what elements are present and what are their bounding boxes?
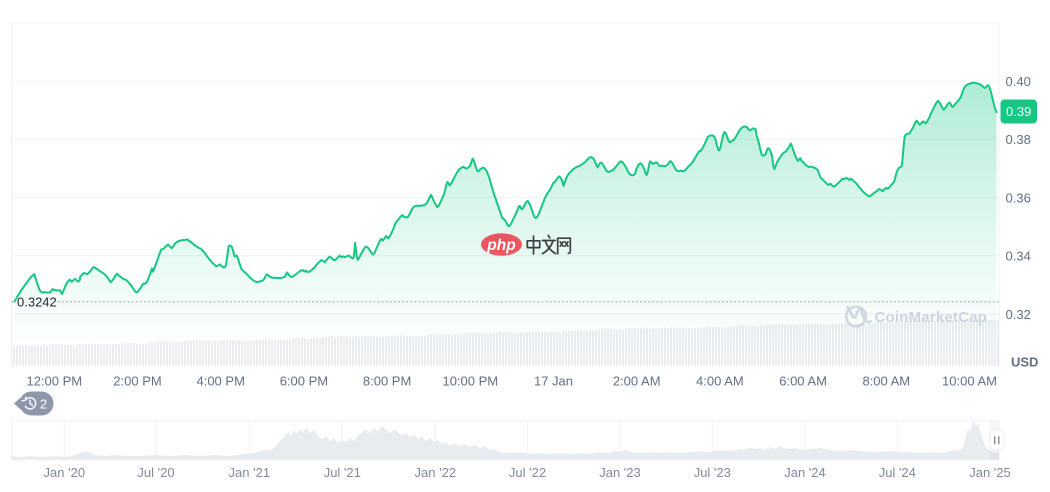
svg-text:10:00 AM: 10:00 AM (942, 374, 997, 389)
svg-text:17 Jan: 17 Jan (534, 374, 573, 389)
svg-text:0.34: 0.34 (1006, 249, 1031, 264)
svg-text:2:00 PM: 2:00 PM (113, 374, 161, 389)
svg-text:Jul '24: Jul '24 (879, 465, 916, 480)
svg-text:0.32: 0.32 (1006, 307, 1031, 322)
svg-text:Jul '20: Jul '20 (137, 465, 174, 480)
svg-text:2:00 AM: 2:00 AM (613, 374, 661, 389)
svg-text:0.40: 0.40 (1006, 74, 1031, 89)
svg-text:php: php (486, 237, 515, 254)
svg-text:8:00 AM: 8:00 AM (862, 374, 910, 389)
svg-text:Jul '22: Jul '22 (509, 465, 546, 480)
svg-text:6:00 PM: 6:00 PM (280, 374, 328, 389)
svg-text:0.36: 0.36 (1006, 190, 1031, 205)
svg-text:12:00 PM: 12:00 PM (26, 374, 82, 389)
svg-text:10:00 PM: 10:00 PM (442, 374, 498, 389)
svg-text:Jan '21: Jan '21 (229, 465, 271, 480)
svg-text:0.39: 0.39 (1006, 104, 1031, 119)
svg-text:Jan '24: Jan '24 (784, 465, 826, 480)
svg-text:CoinMarketCap: CoinMarketCap (875, 309, 988, 326)
svg-text:Jul '21: Jul '21 (324, 465, 361, 480)
svg-text:2: 2 (40, 396, 47, 411)
svg-text:4:00 PM: 4:00 PM (196, 374, 244, 389)
svg-text:Jan '23: Jan '23 (599, 465, 641, 480)
svg-text:Jul '23: Jul '23 (694, 465, 731, 480)
svg-text:6:00 AM: 6:00 AM (779, 374, 827, 389)
svg-text:0.38: 0.38 (1006, 132, 1031, 147)
svg-text:USD: USD (1011, 355, 1038, 370)
svg-text:Jan '20: Jan '20 (44, 465, 86, 480)
svg-text:4:00 AM: 4:00 AM (696, 374, 744, 389)
svg-text:8:00 PM: 8:00 PM (363, 374, 411, 389)
svg-text:Jan '25: Jan '25 (969, 465, 1011, 480)
svg-text:0.3242: 0.3242 (17, 295, 57, 310)
svg-text:Jan '22: Jan '22 (415, 465, 457, 480)
